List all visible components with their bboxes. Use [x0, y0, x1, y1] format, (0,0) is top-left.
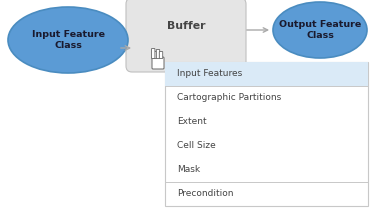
Ellipse shape: [273, 2, 367, 58]
FancyBboxPatch shape: [165, 62, 368, 86]
FancyBboxPatch shape: [165, 62, 368, 206]
Text: Output Feature
Class: Output Feature Class: [279, 20, 361, 40]
Text: Cartographic Partitions: Cartographic Partitions: [177, 94, 281, 103]
Ellipse shape: [8, 7, 128, 73]
FancyBboxPatch shape: [156, 49, 160, 58]
Text: Precondition: Precondition: [177, 189, 233, 198]
Text: Buffer: Buffer: [167, 21, 205, 31]
Text: Extent: Extent: [177, 118, 206, 126]
Text: Cell Size: Cell Size: [177, 141, 216, 150]
Text: Mask: Mask: [177, 166, 200, 175]
FancyBboxPatch shape: [152, 57, 164, 69]
FancyBboxPatch shape: [153, 52, 157, 58]
FancyBboxPatch shape: [126, 0, 246, 72]
FancyBboxPatch shape: [151, 49, 155, 58]
FancyBboxPatch shape: [159, 52, 163, 58]
Text: Input Features: Input Features: [177, 69, 242, 78]
Text: Input Feature
Class: Input Feature Class: [31, 30, 104, 50]
